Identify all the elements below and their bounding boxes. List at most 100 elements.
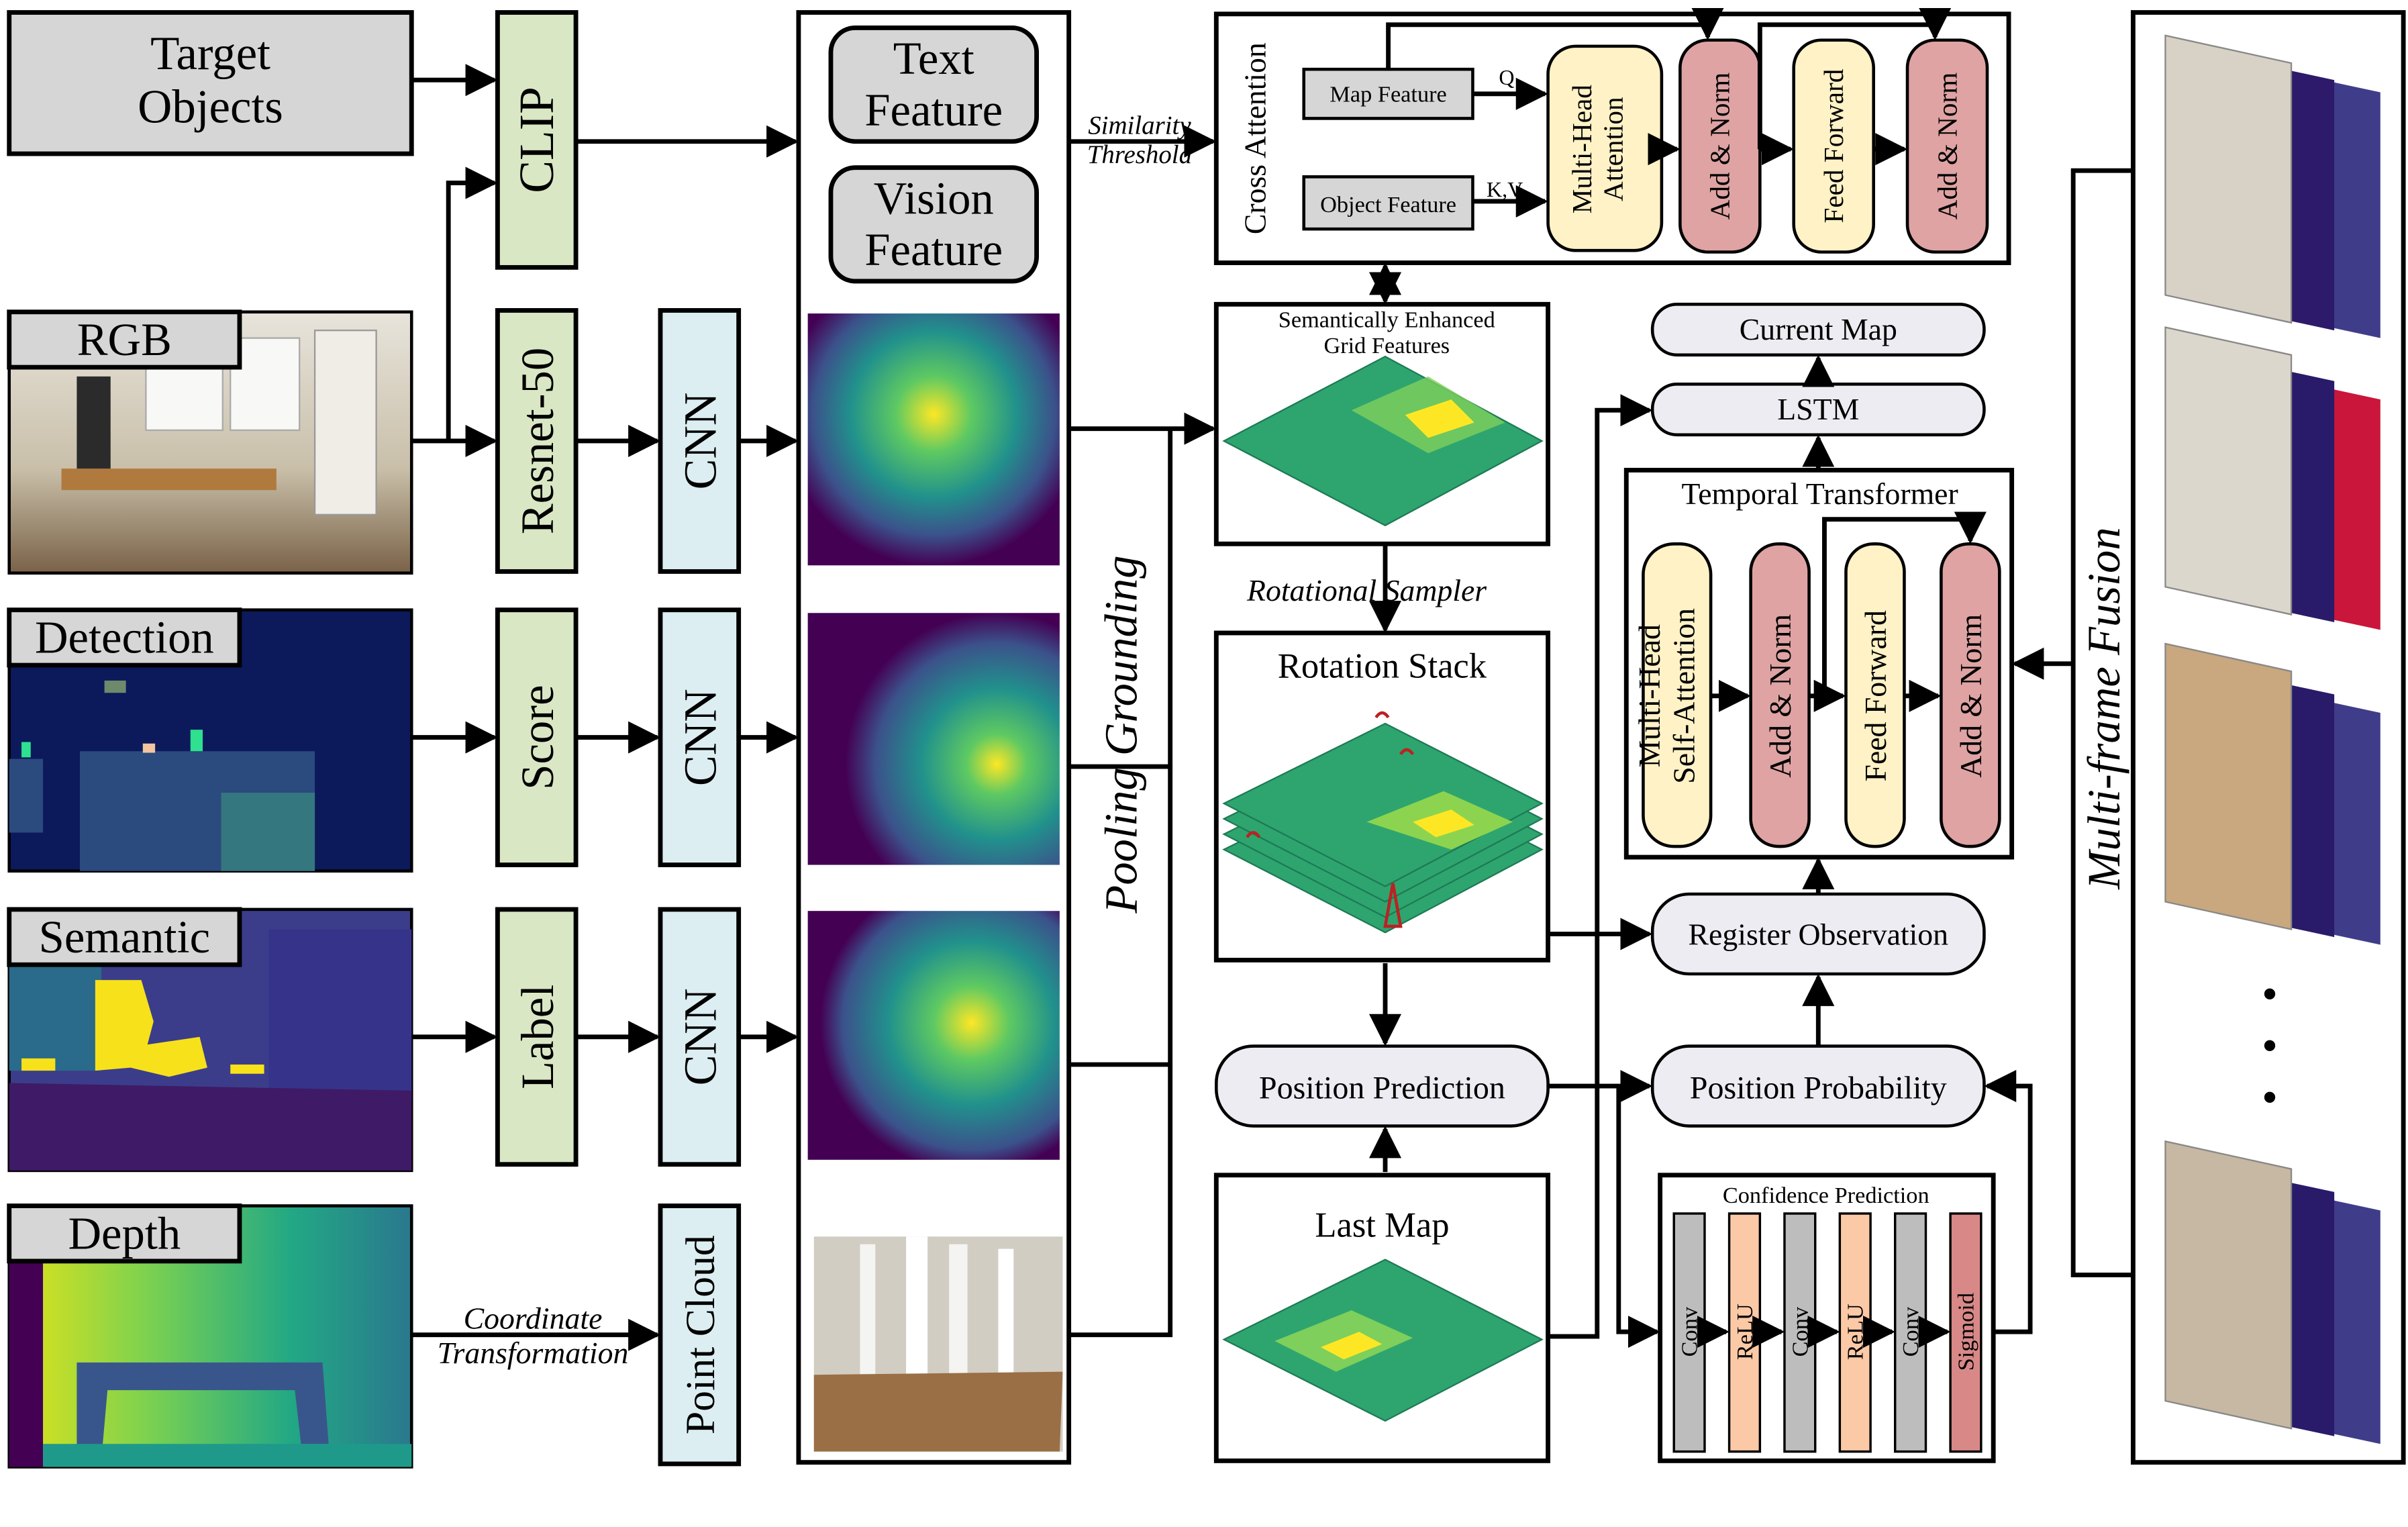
add-norm-box-1: Add & Norm: [1678, 38, 1762, 254]
temporal-transformer-title: Temporal Transformer: [1681, 477, 1958, 511]
similarity-threshold-label: Similarity Threshold: [1087, 111, 1193, 169]
detection-bbox: [142, 743, 156, 753]
clip-encoder: CLIP: [495, 10, 579, 270]
resnet-encoder: Resnet-50: [495, 308, 579, 574]
grid-title: Semantically Enhanced Grid Features: [1278, 307, 1495, 358]
stack-hotspot: [1413, 809, 1474, 838]
q-label: Q: [1499, 65, 1514, 89]
label-encoder-label: Label: [512, 985, 563, 1089]
depth-label-tag: [7, 1203, 242, 1264]
cross-attention-title: Cross Attention: [1238, 42, 1272, 234]
semantic-grid-panel: Semantically Enhanced Grid Features: [1213, 301, 1551, 546]
rotation-indicator: [1383, 883, 1403, 928]
lstm-box: LSTM: [1650, 383, 1986, 437]
feed-forward-label: Feed Forward: [1858, 610, 1893, 782]
heatmap-semantic: [807, 911, 1060, 1160]
rotational-sampler-label: Rotational Sampler: [1246, 573, 1487, 607]
semantic-object-yellow: [21, 1058, 56, 1071]
frame-stack-1: [2164, 34, 2380, 338]
confidence-layer-conv: [1672, 1212, 1706, 1453]
score-encoder: Score: [495, 607, 579, 867]
stack-layer: [1222, 722, 1544, 887]
add-norm-label: Add & Norm: [1763, 614, 1797, 778]
detection-input: Detection: [7, 607, 413, 873]
point-cloud-encoder: Point Cloud: [658, 1203, 742, 1467]
semantic-input: Semantic: [7, 907, 413, 1173]
map-feature-label: Map Feature: [1330, 81, 1446, 107]
last-map-hotspot: [1320, 1332, 1383, 1360]
text-feature-label: Text Feature: [864, 33, 1003, 136]
object-feature-box: Object Feature: [1302, 175, 1474, 231]
multi-head-attention-box: Multi-HeadAttention: [1546, 44, 1664, 252]
confidence-layer-label: ReLU: [1843, 1303, 1868, 1360]
detection-bbox: [190, 730, 203, 752]
confidence-layer-sigmoid: [1949, 1212, 1983, 1453]
add-norm-label: Add & Norm: [1705, 72, 1736, 220]
depth-floor: [43, 1444, 412, 1467]
rgb-label-tag: [7, 309, 242, 370]
rgb-label: RGB: [77, 314, 172, 365]
vision-feature-box: Vision Feature: [828, 165, 1040, 284]
label-encoder: Label: [495, 907, 579, 1167]
semantic-label: Semantic: [39, 912, 210, 963]
connectors: [411, 7, 2134, 1351]
frame-stack-4: [2164, 1140, 2380, 1444]
last-map-title: Last Map: [1315, 1205, 1449, 1244]
detection-label-tag: [7, 607, 242, 668]
point-cloud-slat: [906, 1236, 928, 1391]
cnn-label: CNN: [674, 393, 725, 490]
frame-ellipsis: • • •: [2262, 969, 2278, 1123]
semantic-region: [9, 963, 102, 1071]
rotation-stack-title: Rotation Stack: [1278, 646, 1487, 685]
pooling-grounding-label: Pooling Grounding: [1095, 555, 1146, 914]
cnn-label: CNN: [674, 689, 725, 786]
position-probability-label: Position Probability: [1690, 1070, 1947, 1105]
rgb-input: RGB: [7, 309, 413, 575]
point-cloud-floor: [813, 1371, 1063, 1452]
semantic-label-tag: [7, 907, 242, 967]
score-label: Score: [512, 685, 563, 789]
detection-bbox: [104, 680, 126, 693]
rotation-indicator: [1374, 711, 1390, 719]
feed-forward-box-1: Feed Forward: [1792, 38, 1875, 254]
position-prediction-label: Position Prediction: [1259, 1070, 1505, 1105]
clip-label: CLIP: [509, 87, 564, 193]
temporal-feed-forward: Feed Forward: [1844, 542, 1906, 848]
temporal-add-norm-2: Add & Norm: [1940, 542, 2001, 848]
point-cloud-render: [813, 1236, 1063, 1452]
confidence-layer-label: Conv: [1677, 1306, 1703, 1357]
multiframe-label: Multi-frame Fusion: [2078, 527, 2129, 889]
rotation-indicator: [1399, 748, 1415, 756]
confidence-frame: [1658, 1173, 1996, 1463]
position-probability-box: Position Probability: [1650, 1044, 1986, 1128]
confidence-title: Confidence Prediction: [1723, 1183, 1929, 1208]
heatmap-detection: [807, 613, 1060, 865]
confidence-layer-label: Conv: [1787, 1306, 1813, 1357]
mhsa-label: Multi-HeadSelf-Attention: [1632, 608, 1701, 784]
point-cloud-slat: [860, 1244, 876, 1383]
rgb-shelf: [77, 376, 111, 469]
point-cloud-label: Point Cloud: [678, 1235, 723, 1434]
current-map-box: Current Map: [1650, 303, 1986, 357]
detection-label: Detection: [35, 612, 214, 663]
resnet-label: Resnet-50: [512, 348, 563, 534]
confidence-layers: Conv ReLU Conv ReLU Conv Sigmoid: [1672, 1212, 1983, 1453]
rgb-door: [313, 330, 377, 515]
rotation-stack-panel: Rotation Stack: [1213, 630, 1551, 963]
cnn-detection: CNN: [658, 607, 742, 867]
lstm-label: LSTM: [1777, 392, 1859, 426]
rotation-indicator: [1246, 831, 1261, 838]
semantic-region: [268, 929, 412, 1099]
depth-table: [77, 1362, 329, 1460]
multi-head-attention-label: Multi-HeadAttention: [1566, 85, 1628, 214]
feed-forward-label: Feed Forward: [1818, 68, 1849, 223]
frame-stack-2: [2164, 326, 2380, 630]
point-cloud-slat: [998, 1248, 1014, 1395]
register-observation-box: Register Observation: [1650, 892, 1986, 976]
register-observation-label: Register Observation: [1689, 918, 1949, 952]
depth-input: Depth: [7, 1203, 413, 1469]
add-norm-label: Add & Norm: [1932, 72, 1962, 220]
confidence-layer-label: ReLU: [1732, 1303, 1758, 1360]
semantic-region: [9, 1083, 412, 1171]
